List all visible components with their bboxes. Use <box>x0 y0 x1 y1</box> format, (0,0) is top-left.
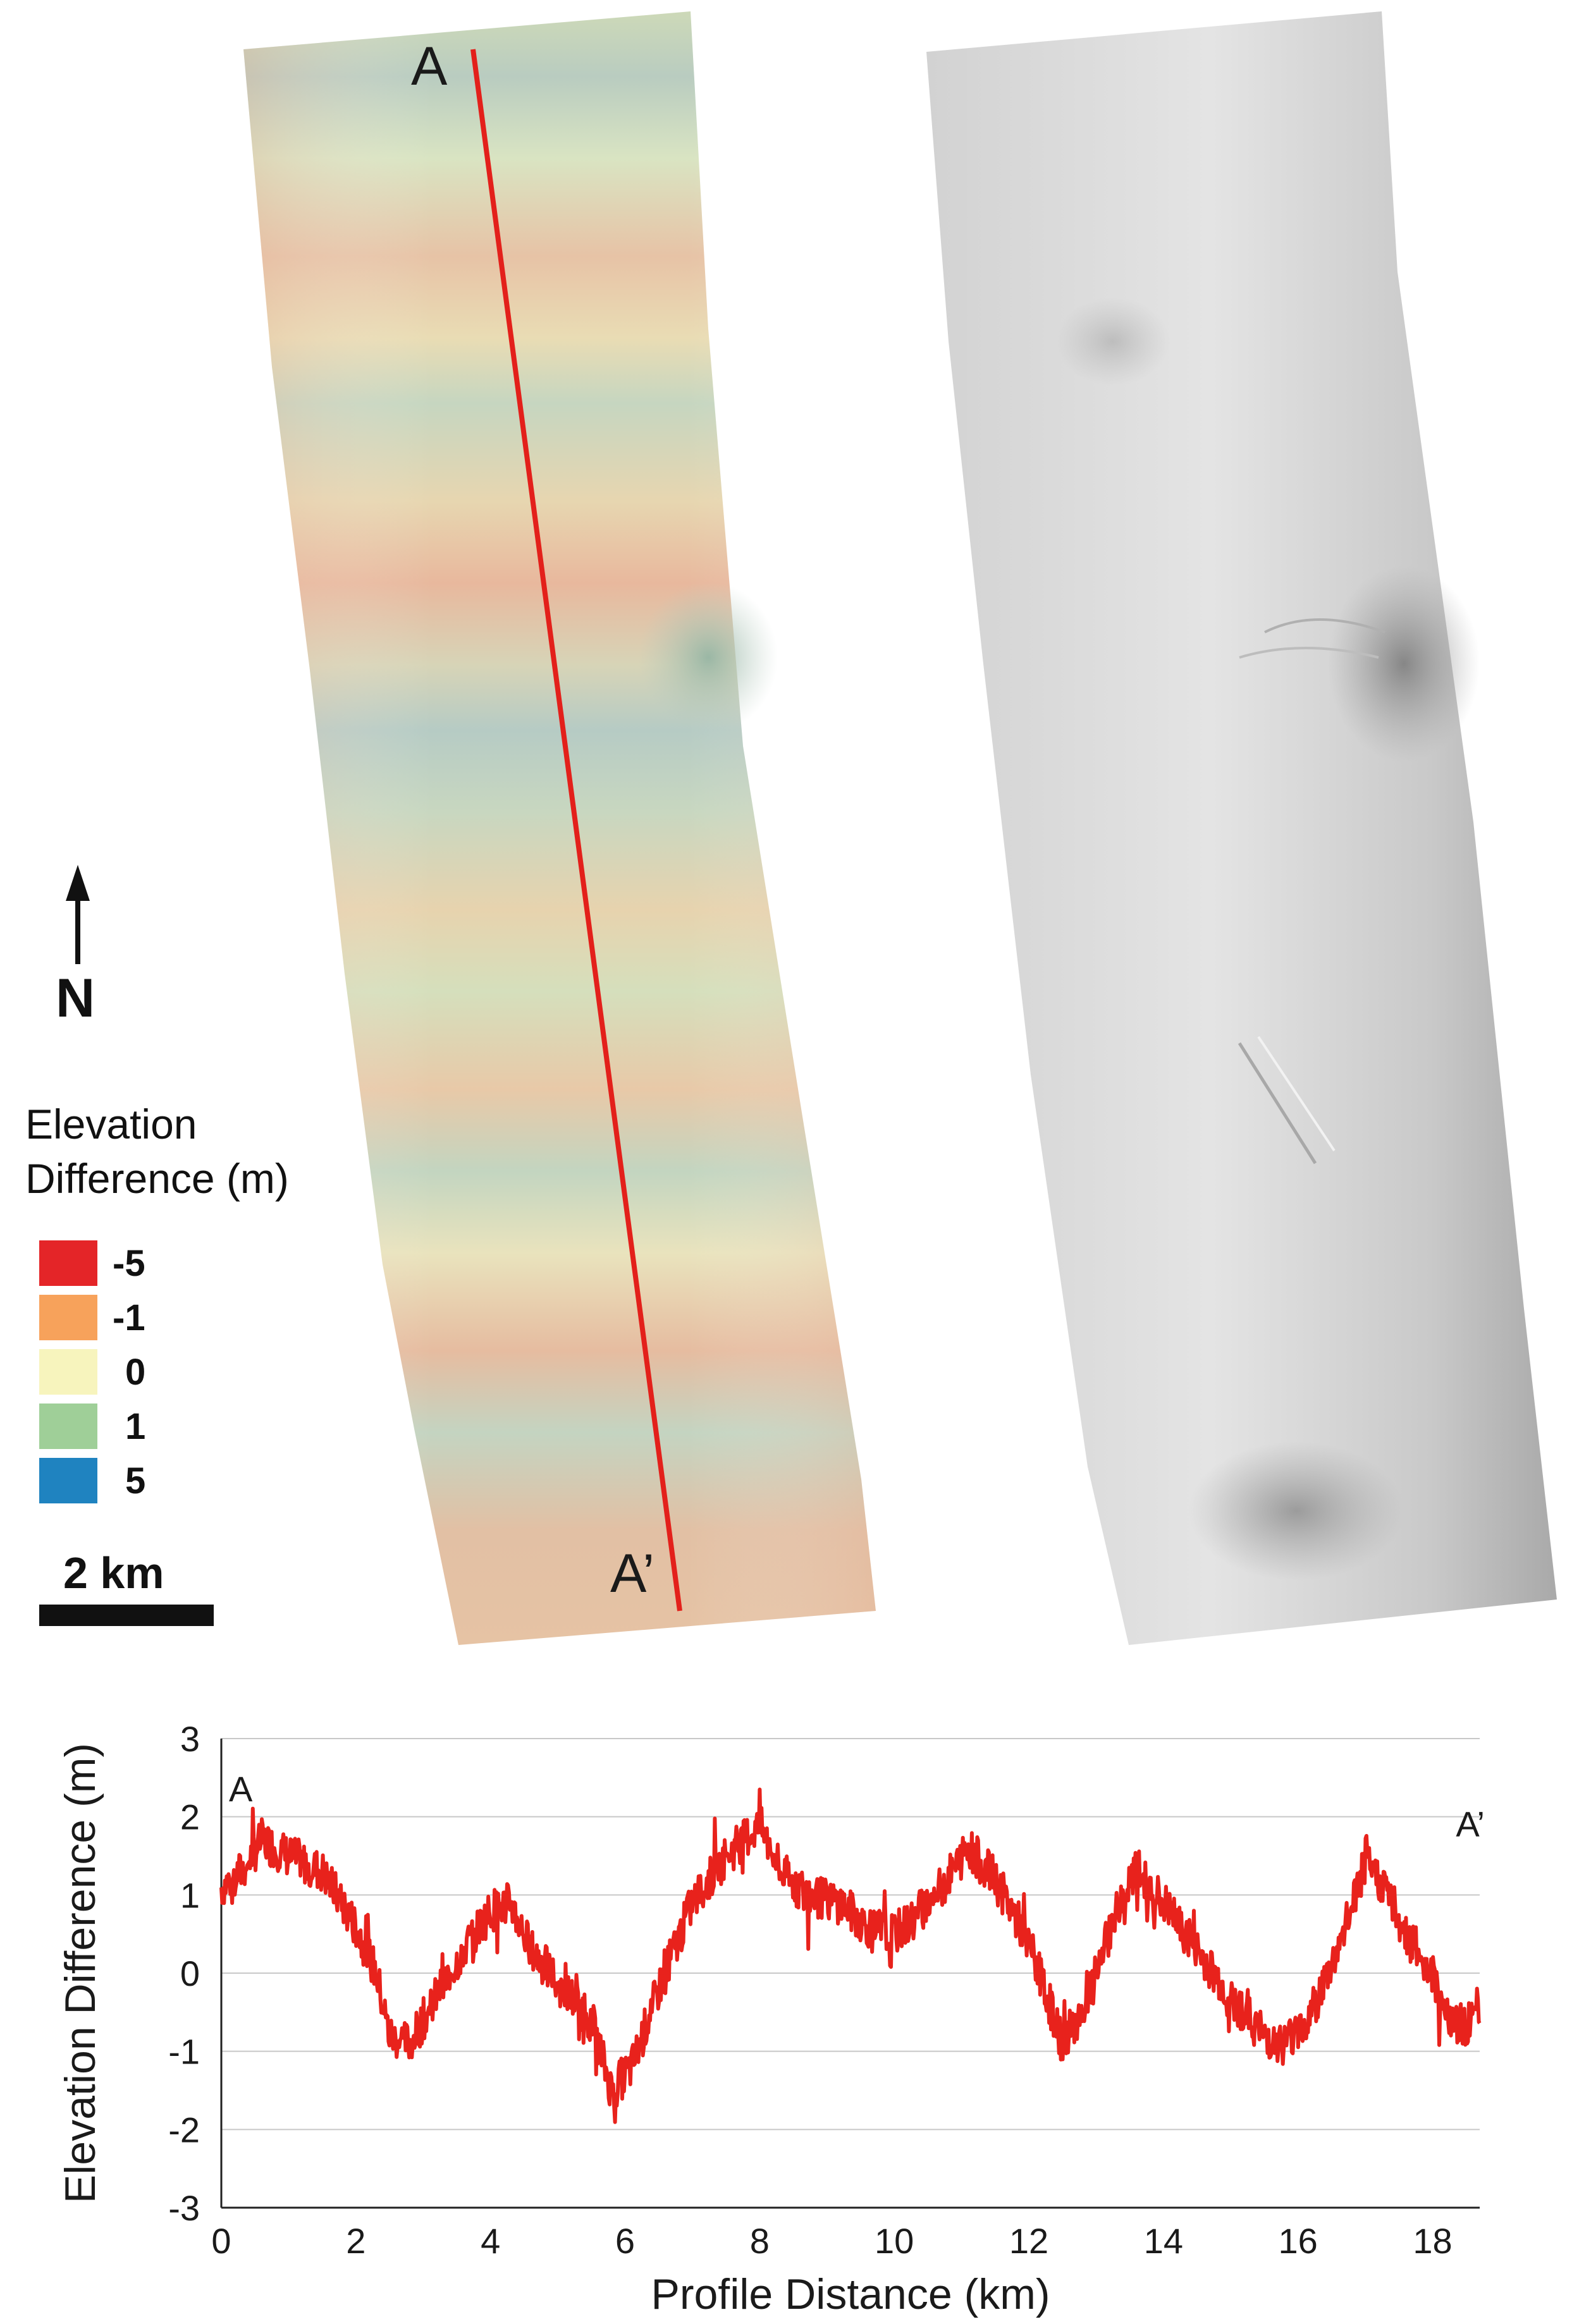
legend-item: 5 <box>39 1453 145 1508</box>
scale-bar <box>39 1605 214 1626</box>
profile-line <box>470 49 682 1612</box>
map-label-end: A’ <box>610 1543 655 1604</box>
map-label-start: A <box>411 36 448 97</box>
y-tick-label: -2 <box>168 2110 200 2150</box>
scale-label: 2 km <box>63 1548 164 1598</box>
legend-title-line1: Elevation <box>25 1101 197 1147</box>
x-tick-label: 8 <box>750 2221 770 2261</box>
legend-value: -5 <box>113 1242 145 1284</box>
map-panel: A A’ N Elevation Difference (m) -5 -1 0 … <box>25 11 1557 1645</box>
legend-value: 0 <box>125 1351 146 1393</box>
legend-swatch <box>39 1295 97 1340</box>
map-graphics <box>39 11 1557 1645</box>
x-tick-label: 0 <box>211 2221 231 2261</box>
x-tick-label: 14 <box>1144 2221 1183 2261</box>
x-tick-label: 10 <box>875 2221 914 2261</box>
y-tick-label: -3 <box>168 2188 200 2228</box>
x-tick-label: 16 <box>1279 2221 1318 2261</box>
chart-label-start: A <box>229 1769 253 1809</box>
x-tick-label: 12 <box>1009 2221 1048 2261</box>
legend-item: -1 <box>39 1290 145 1345</box>
profile-series-line <box>219 1787 1482 2124</box>
x-tick-label: 4 <box>481 2221 500 2261</box>
legend-swatch <box>39 1404 97 1449</box>
x-tick-label: 6 <box>615 2221 635 2261</box>
legend-title-line2: Difference (m) <box>25 1155 289 1202</box>
x-axis-label: Profile Distance (km) <box>651 2270 1050 2318</box>
y-tick-label: -1 <box>168 2032 200 2072</box>
north-label: N <box>56 968 95 1029</box>
y-tick-label: 1 <box>180 1875 200 1915</box>
legend-swatch <box>39 1458 97 1503</box>
chart-label-end: A’ <box>1456 1804 1485 1844</box>
legend-swatches: -5 -1 0 1 5 <box>39 1236 145 1508</box>
chart-grid <box>221 1738 1480 2131</box>
x-tick-label: 2 <box>346 2221 366 2261</box>
hillshade-map <box>926 11 1557 1645</box>
y-tick-label: 2 <box>180 1797 200 1837</box>
y-tick-label: 3 <box>180 1719 200 1759</box>
y-axis-label: Elevation Difference (m) <box>56 1743 104 2203</box>
y-tick-label: 0 <box>180 1954 200 1993</box>
x-tick-label: 18 <box>1413 2221 1452 2261</box>
legend-value: 5 <box>125 1460 146 1501</box>
legend-swatch <box>39 1240 97 1286</box>
legend-swatch <box>39 1349 97 1395</box>
chart-axes <box>220 1739 1480 2209</box>
legend-item: 1 <box>39 1399 145 1453</box>
legend-value: 1 <box>125 1405 146 1447</box>
legend-item: -5 <box>39 1236 145 1290</box>
legend-value: -1 <box>113 1297 145 1338</box>
legend-item: 0 <box>39 1345 145 1399</box>
legend: Elevation Difference (m) <box>25 1097 289 1206</box>
